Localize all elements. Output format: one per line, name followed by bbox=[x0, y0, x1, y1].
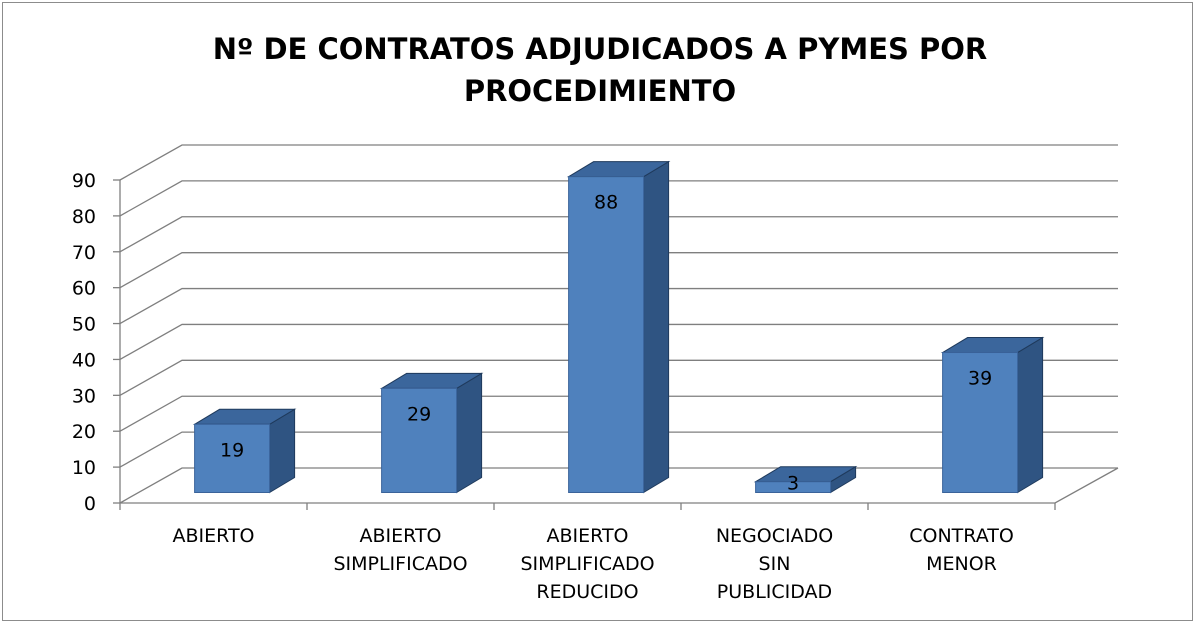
y-tick-label: 80 bbox=[72, 206, 96, 228]
grid-line bbox=[119, 180, 1118, 217]
value-label: 19 bbox=[220, 439, 244, 461]
y-tick-label: 20 bbox=[72, 421, 96, 443]
bar bbox=[194, 423, 271, 493]
chart-title: Nº DE CONTRATOS ADJUDICADOS A PYMES POR … bbox=[212, 32, 988, 108]
x-tick-label-line: ABIERTO bbox=[546, 525, 628, 547]
value-label: 88 bbox=[594, 192, 618, 214]
bar bbox=[755, 481, 832, 494]
y-tick-label: 30 bbox=[72, 385, 96, 407]
bar-side bbox=[456, 372, 483, 494]
grid-line bbox=[119, 252, 1118, 289]
y-tick-label: 10 bbox=[72, 457, 96, 479]
x-tick-label-line: ABIERTO bbox=[359, 525, 441, 547]
value-label: 3 bbox=[787, 473, 799, 495]
x-tick-label-line: CONTRATO bbox=[909, 525, 1014, 547]
x-tick-label: ABIERTO SIMPLIFICADO REDUCIDO bbox=[520, 525, 654, 603]
bar-side bbox=[1017, 336, 1044, 494]
value-label: 39 bbox=[968, 368, 992, 390]
x-tick-label-line: MENOR bbox=[926, 553, 997, 575]
x-tick-label-line: SIMPLIFICADO bbox=[333, 553, 467, 575]
grid-line bbox=[119, 323, 1118, 361]
grid-line bbox=[119, 431, 1118, 468]
grid-line bbox=[119, 144, 1118, 181]
y-tick-label: 50 bbox=[72, 314, 96, 336]
x-tick-label-line: NEGOCIADO bbox=[716, 525, 833, 547]
x-tick-label-line: SIMPLIFICADO bbox=[520, 553, 654, 575]
x-tick-label-line: ABIERTO bbox=[172, 525, 254, 547]
grid-line bbox=[119, 395, 1118, 432]
grid-line bbox=[119, 216, 1118, 253]
y-tick-label: 90 bbox=[72, 170, 96, 192]
bar bbox=[942, 352, 1019, 493]
bar-side bbox=[643, 160, 670, 494]
y-tick-label: 0 bbox=[84, 493, 96, 515]
y-tick-label: 60 bbox=[72, 278, 96, 300]
value-label: 29 bbox=[407, 403, 431, 425]
x-tick-label: ABIERTO SIMPLIFICADO bbox=[333, 525, 467, 575]
bar bbox=[381, 387, 458, 493]
x-tick-label: CONTRATO MENOR bbox=[909, 525, 1014, 575]
grid-line bbox=[119, 359, 1118, 396]
x-tick-label: NEGOCIADO SIN PUBLICIDAD bbox=[716, 525, 833, 603]
x-tick-label: ABIERTO bbox=[172, 525, 254, 547]
y-tick-label: 70 bbox=[72, 242, 96, 264]
x-tick-label-line: REDUCIDO bbox=[536, 581, 638, 603]
grid-line bbox=[119, 287, 1118, 325]
x-tick-label-line: SIN bbox=[759, 553, 791, 575]
x-tick-label-line: PUBLICIDAD bbox=[717, 581, 832, 603]
bar bbox=[568, 176, 645, 494]
y-tick-label: 40 bbox=[72, 349, 96, 371]
